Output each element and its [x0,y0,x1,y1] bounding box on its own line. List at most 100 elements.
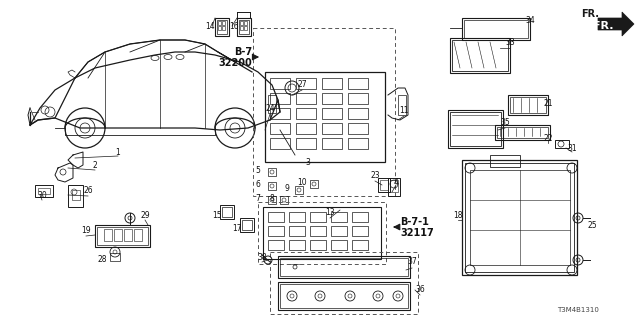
Bar [450,112,501,146]
Text: 1: 1 [116,148,120,156]
Bar [124,229,132,241]
Bar [104,229,112,241]
Text: 6: 6 [255,180,260,188]
Bar [322,78,342,89]
Bar [296,78,316,89]
Text: 13: 13 [325,207,335,217]
Bar [244,21,247,25]
Bar [495,125,550,140]
Bar [280,258,408,276]
Bar [310,240,326,250]
Bar [253,28,395,196]
Text: 34: 34 [525,15,535,25]
Text: 16: 16 [229,21,239,30]
Text: T3M4B1310: T3M4B1310 [557,307,599,313]
Text: B-7-1: B-7-1 [400,217,429,227]
Bar [268,212,284,222]
Bar [331,226,347,236]
Text: 17: 17 [232,223,242,233]
Bar [464,20,528,38]
Bar [448,110,503,148]
Bar [215,18,229,36]
Bar [470,170,570,265]
Bar [348,123,368,134]
Text: 25: 25 [587,220,597,229]
Bar [450,38,510,73]
Bar [296,123,316,134]
Bar [380,180,388,190]
Bar [278,256,410,278]
Bar [310,226,326,236]
Bar [270,252,418,314]
Bar [278,282,410,310]
Bar [465,163,574,272]
Bar [348,138,368,149]
Bar [310,212,326,222]
Text: 26: 26 [83,186,93,195]
Bar [95,225,150,247]
Bar [218,26,221,30]
Bar [348,93,368,104]
Text: FR.: FR. [581,9,599,19]
Bar [322,123,342,134]
Bar [322,138,342,149]
Bar [268,196,276,204]
Bar [289,226,305,236]
Bar [352,226,368,236]
Bar [322,108,342,119]
Text: 18: 18 [453,211,463,220]
Text: 37: 37 [407,258,417,267]
Text: 15: 15 [212,211,222,220]
Bar [240,26,243,30]
Bar [331,212,347,222]
Bar [258,202,386,264]
Bar [296,93,316,104]
Bar [68,185,83,207]
Bar [242,220,252,230]
Bar [510,97,546,113]
Text: 11: 11 [399,106,409,115]
Bar [280,284,408,308]
Text: 30: 30 [37,190,47,199]
Bar [268,182,276,190]
Bar [268,240,284,250]
Bar [270,138,290,149]
Bar [398,95,406,115]
Bar [239,20,249,34]
Text: 23: 23 [370,171,380,180]
Text: 2: 2 [93,161,97,170]
Bar [270,78,290,89]
Bar [270,93,290,104]
Text: 21: 21 [543,99,553,108]
Text: 32117: 32117 [400,228,434,238]
Text: 22: 22 [543,133,553,142]
Bar [97,227,148,245]
Bar [134,229,142,241]
Bar [268,226,284,236]
Bar [218,21,221,25]
Bar [331,240,347,250]
Bar [38,188,50,194]
Bar [388,178,400,196]
Bar [296,138,316,149]
Bar [222,21,225,25]
Text: 10: 10 [297,178,307,187]
Bar [237,18,251,36]
Bar [240,218,254,232]
Text: 4: 4 [394,178,399,187]
Text: 27: 27 [297,79,307,89]
Text: B-7: B-7 [234,47,252,57]
Bar [240,21,243,25]
Polygon shape [598,12,634,36]
Bar [217,20,227,34]
Bar [508,95,548,115]
Text: 32200: 32200 [218,58,252,68]
Text: 28: 28 [97,255,107,265]
Text: 14: 14 [205,21,215,30]
Bar [490,155,520,167]
Bar [289,240,305,250]
Text: FR.: FR. [593,21,613,31]
Bar [114,229,122,241]
Text: 29: 29 [140,211,150,220]
Text: 24: 24 [265,103,275,113]
